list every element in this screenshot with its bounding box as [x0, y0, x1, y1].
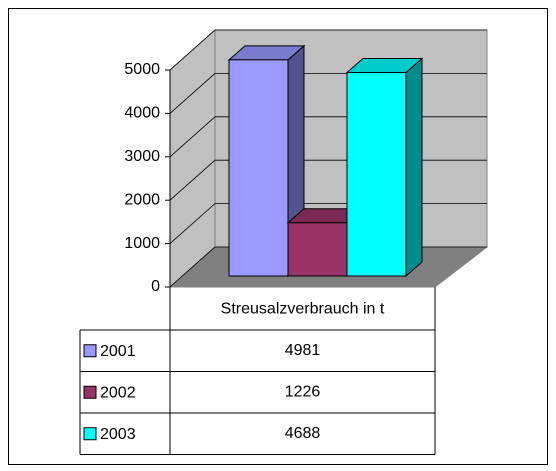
legend-swatch: [83, 385, 97, 399]
table-value: 4688: [285, 425, 321, 442]
legend-label: 2001: [100, 343, 136, 360]
y-tick-label: 0: [151, 278, 160, 295]
bar-side: [405, 57, 423, 278]
legend-swatch: [83, 427, 97, 441]
bar: [287, 222, 348, 277]
bar: [228, 59, 289, 277]
grid-line: [169, 29, 487, 71]
y-tick-label: 1000: [124, 235, 160, 252]
y-tick-label: 4000: [124, 105, 160, 122]
y-tick-label: 3000: [124, 148, 160, 165]
legend-label: 2002: [100, 384, 136, 401]
table-header: Streusalzverbrauch in t: [221, 301, 385, 318]
y-tick-label: 2000: [124, 191, 160, 208]
table-value: 1226: [285, 383, 321, 400]
table-value: 4981: [285, 342, 321, 359]
legend-swatch: [83, 344, 97, 358]
y-tick-label: 5000: [124, 61, 160, 78]
legend-label: 2003: [100, 426, 136, 443]
bar: [346, 72, 407, 277]
side-wall: [169, 28, 216, 289]
